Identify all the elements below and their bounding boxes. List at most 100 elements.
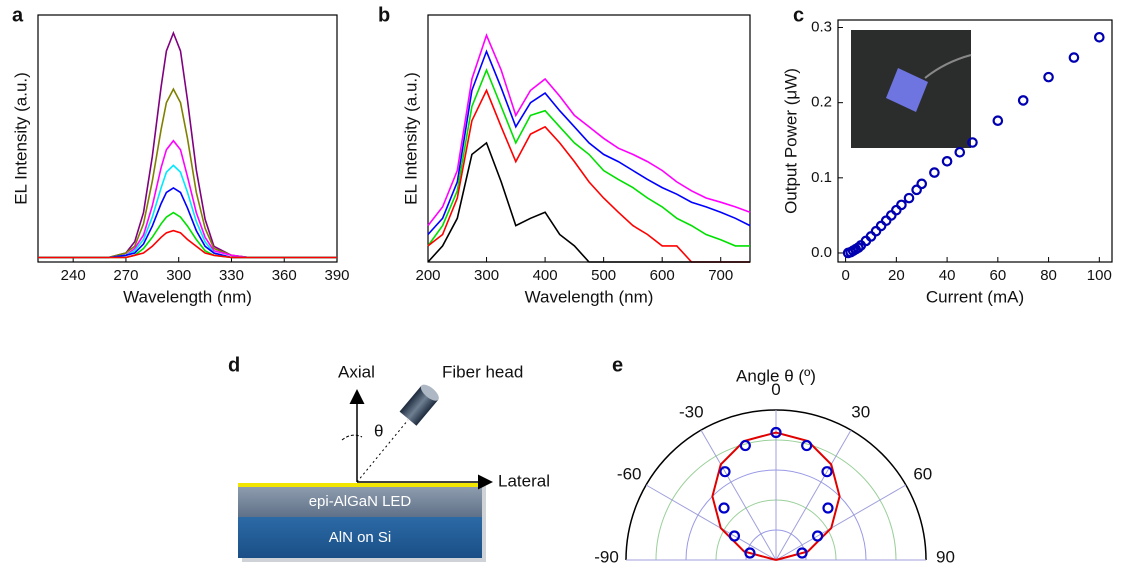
panel-label: a <box>12 4 24 26</box>
spectrum-line <box>38 211 337 259</box>
data-point <box>770 426 782 439</box>
angle-tick-label: -30 <box>679 403 704 422</box>
x-tick-label: 400 <box>533 267 558 284</box>
x-tick-label: 270 <box>113 267 138 284</box>
x-axis-label: Current (mA) <box>926 287 1024 306</box>
fiber-head-label: Fiber head <box>442 362 523 381</box>
x-tick-label: 300 <box>474 267 499 284</box>
y-axis-label: EL Intensity (a.u.) <box>401 72 420 205</box>
spectrum-line <box>427 49 751 236</box>
epi-layer <box>238 487 482 517</box>
axial-label: Axial <box>338 362 375 381</box>
data-point <box>992 115 1004 127</box>
data-point <box>1043 71 1054 83</box>
x-tick-label: 20 <box>888 267 905 284</box>
data-point <box>903 192 915 204</box>
fit-curve <box>711 431 841 561</box>
x-tick-label: 390 <box>324 267 349 284</box>
x-tick-label: 100 <box>1087 267 1112 284</box>
angle-tick-label: -90 <box>594 547 619 566</box>
spectrum-line <box>38 87 337 259</box>
x-axis-label: Wavelength (nm) <box>123 287 252 306</box>
theta-label: θ <box>374 421 383 440</box>
data-point <box>796 547 808 559</box>
x-tick-label: 600 <box>650 267 675 284</box>
panel-label: d <box>228 354 240 376</box>
spectrum-line <box>427 141 750 263</box>
data-point <box>744 547 756 559</box>
data-point <box>967 137 978 148</box>
x-tick-label: 60 <box>989 267 1006 284</box>
y-axis-label: EL Intensity (a.u.) <box>11 72 30 205</box>
spectrum-line <box>427 33 751 227</box>
data-point <box>718 502 730 514</box>
x-tick-label: 200 <box>415 267 440 284</box>
angle-tick-label: -60 <box>617 465 642 484</box>
data-point <box>801 439 813 452</box>
angle-tick-label: 0 <box>771 380 780 399</box>
x-tick-label: 40 <box>939 267 956 284</box>
x-tick-label: 240 <box>61 267 86 284</box>
y-tick-label: 0.0 <box>811 244 832 261</box>
data-point <box>719 466 731 478</box>
fiber-line <box>356 419 409 483</box>
aln-layer <box>238 517 482 558</box>
angle-tick-label: 90 <box>936 547 955 566</box>
lateral-label: Lateral <box>498 471 550 490</box>
layer-label: AlN on Si <box>329 529 392 546</box>
angle-tick-label: 60 <box>913 465 932 484</box>
data-point <box>822 502 834 514</box>
grid-spoke <box>775 429 852 561</box>
grid-spoke <box>700 429 777 561</box>
data-point <box>896 199 907 211</box>
fiber-head <box>399 384 439 426</box>
angle-arc <box>341 434 363 441</box>
x-tick-label: 330 <box>219 267 244 284</box>
inset-chip <box>886 68 928 112</box>
data-point <box>728 530 741 542</box>
x-axis-label: Wavelength (nm) <box>525 287 654 306</box>
inset-probe <box>924 54 972 79</box>
plot-frame <box>837 19 1113 263</box>
x-tick-label: 0 <box>841 267 849 284</box>
data-point <box>911 184 922 196</box>
data-point <box>916 178 928 190</box>
data-point <box>739 439 751 452</box>
layer-label: epi-AlGaN LED <box>309 493 412 510</box>
y-axis-label: Output Power (μW) <box>781 68 800 214</box>
data-point <box>1068 52 1080 63</box>
data-point <box>821 466 833 478</box>
x-tick-label: 80 <box>1040 267 1057 284</box>
spectrum-line <box>38 186 337 259</box>
panel-label: b <box>378 4 390 26</box>
y-tick-label: 0.1 <box>811 169 832 186</box>
spectrum-line <box>427 88 750 263</box>
data-point <box>852 242 864 254</box>
data-point <box>929 167 940 178</box>
y-tick-label: 0.3 <box>811 18 832 35</box>
polar-title: Angle θ (º) <box>736 366 816 385</box>
grid-spoke <box>645 484 777 561</box>
spectrum-line <box>38 229 337 259</box>
spectrum-line <box>38 30 337 259</box>
x-tick-label: 500 <box>591 267 616 284</box>
x-tick-label: 700 <box>708 267 733 284</box>
data-point <box>941 155 953 167</box>
diagram: d epi-AlGaN LED AlN on Si Axial Fiber he… <box>228 354 550 562</box>
data-point <box>954 146 966 158</box>
panel-label: c <box>793 4 804 26</box>
inset-photo <box>851 30 972 148</box>
spectrum-line <box>427 67 750 247</box>
plot-frame <box>37 14 338 263</box>
contact-layer <box>238 483 482 487</box>
data-point <box>811 530 824 542</box>
data-point <box>1094 31 1105 43</box>
x-tick-label: 300 <box>166 267 191 284</box>
grid-spoke <box>775 484 907 561</box>
panel-label: e <box>612 354 623 376</box>
data-point <box>1017 95 1029 106</box>
plot-frame <box>427 14 751 263</box>
x-tick-label: 360 <box>272 267 297 284</box>
